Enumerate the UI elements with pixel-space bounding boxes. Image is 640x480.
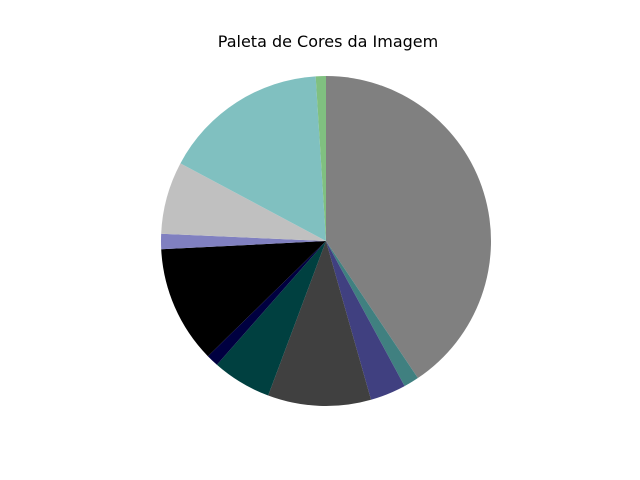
pie-slice-7 [161,241,326,357]
chart-title: Paleta de Cores da Imagem [217,32,439,51]
pie-slice-6 [207,241,326,365]
pie-slice-2 [326,241,418,387]
pie-slice-5 [216,241,326,396]
pie-slice-3 [326,241,405,400]
pie-slice-10 [180,76,326,241]
pie-slice-4 [268,241,372,406]
pie-slice-9 [161,163,326,241]
pie-slice-11 [315,76,326,241]
pie-slice-8 [161,233,326,250]
pie-slice-1 [326,76,491,379]
